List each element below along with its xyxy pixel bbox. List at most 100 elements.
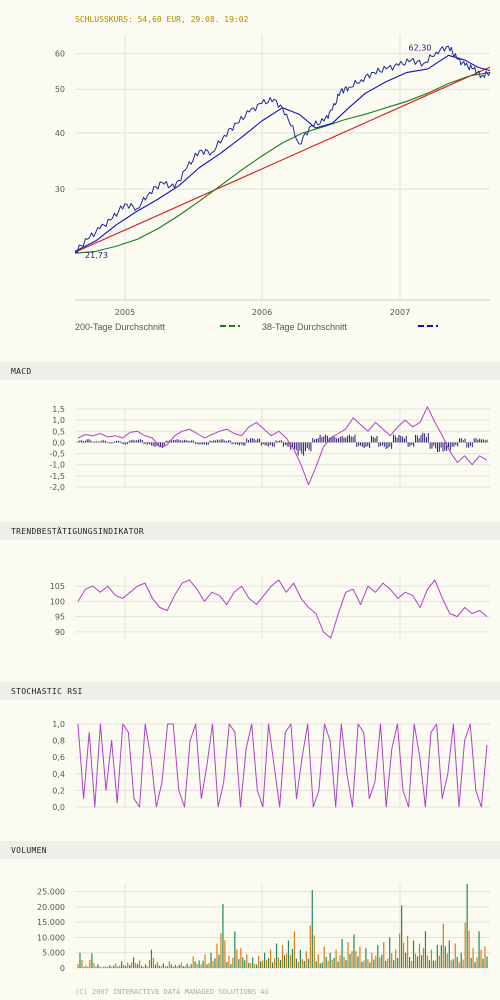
- trend-header-band: [0, 522, 500, 540]
- volume-bar: [454, 943, 456, 968]
- schlusskurs-label: SCHLUSSKURS: 54,60 EUR, 29.08. 19:02: [75, 15, 249, 24]
- volume-bar: [323, 946, 325, 968]
- volume-bar: [164, 966, 166, 968]
- volume-bar: [95, 966, 97, 968]
- macd-y-tick: -0,5: [49, 450, 65, 459]
- stoch-title: STOCHASTIC RSI: [11, 687, 83, 696]
- volume-bar: [115, 963, 117, 968]
- volume-bar: [204, 954, 206, 968]
- volume-bar: [244, 960, 246, 968]
- volume-bar: [240, 948, 242, 968]
- trend-y-tick: 100: [50, 597, 65, 606]
- volume-bar: [345, 960, 347, 968]
- volume-bar: [105, 967, 107, 968]
- volume-bar: [297, 961, 299, 968]
- volume-bar: [222, 903, 224, 968]
- volume-bar: [301, 959, 303, 968]
- volume-bar: [150, 949, 153, 968]
- volume-bar: [424, 931, 427, 968]
- volume-bar: [234, 931, 236, 968]
- volume-bar: [132, 957, 135, 968]
- volume-bar: [192, 956, 194, 968]
- volume-bar: [446, 953, 448, 968]
- volume-bar: [230, 964, 232, 968]
- volume-bar: [293, 931, 296, 968]
- volume-bar: [176, 966, 178, 968]
- volume-bar: [408, 957, 411, 968]
- volume-bar: [142, 966, 145, 968]
- volume-bar: [369, 962, 371, 968]
- volume-bar: [144, 964, 147, 968]
- volume-bar: [113, 965, 115, 968]
- volume-bar: [180, 962, 182, 968]
- volume-bar: [327, 960, 329, 968]
- volume-bar: [200, 964, 202, 968]
- volume-bar: [404, 952, 407, 968]
- volume-bar: [250, 963, 252, 968]
- price-series-trend: [74, 66, 491, 253]
- volume-bar: [418, 943, 421, 968]
- volume-bar: [397, 958, 399, 968]
- price-y-tick: 60: [55, 50, 65, 59]
- volume-bar: [228, 955, 230, 968]
- volume-bar: [188, 966, 190, 968]
- trend-y-tick: 105: [50, 582, 65, 591]
- volume-bar: [337, 961, 339, 968]
- volume-bar: [319, 963, 321, 968]
- volume-y-tick: 5.000: [42, 949, 65, 958]
- volume-bar: [478, 931, 480, 968]
- trend-chart: 105 100 95 90: [50, 577, 490, 639]
- volume-bar: [268, 958, 270, 968]
- volume-bar: [349, 953, 351, 968]
- volume-bar: [325, 956, 327, 968]
- volume-bar: [363, 960, 365, 968]
- price-y-tick: 40: [55, 129, 65, 138]
- volume-bar: [403, 942, 405, 968]
- volume-bar: [460, 952, 462, 968]
- trend-line: [77, 579, 488, 639]
- volume-bar: [410, 961, 413, 968]
- volume-bar: [367, 959, 369, 968]
- volume-bar: [87, 966, 89, 968]
- volume-bar: [291, 948, 294, 968]
- volume-bar: [442, 923, 444, 968]
- volume-bar: [335, 949, 337, 968]
- volume-bar: [464, 922, 466, 968]
- stoch-y-tick: 0,2: [52, 786, 65, 795]
- volume-bar: [140, 965, 143, 968]
- volume-bar: [321, 962, 323, 968]
- volume-bar: [148, 959, 151, 968]
- volume-bar: [170, 964, 172, 968]
- volume-bar: [287, 940, 290, 968]
- volume-bar: [269, 949, 272, 968]
- volume-bar: [248, 962, 250, 968]
- volume-bar: [210, 952, 212, 968]
- volume-bar: [146, 966, 149, 968]
- macd-y-tick: 0,5: [52, 427, 65, 436]
- volume-bar: [393, 960, 395, 968]
- volume-bar: [448, 940, 450, 968]
- volume-bar: [444, 946, 446, 968]
- volume-title: VOLUMEN: [11, 846, 47, 855]
- macd-line: [77, 406, 488, 486]
- volume-bar: [264, 952, 266, 968]
- price-x-tick: 2005: [115, 308, 135, 317]
- macd-y-tick: 1,5: [52, 405, 65, 414]
- volume-bar: [283, 955, 286, 968]
- volume-bar: [436, 945, 438, 968]
- volume-bar: [458, 962, 460, 968]
- volume-bar: [462, 959, 464, 968]
- volume-bar: [260, 961, 262, 968]
- volume-bar: [309, 925, 311, 968]
- trend-y-tick: 90: [55, 628, 65, 637]
- volume-bar: [357, 956, 359, 968]
- volume-bar: [208, 962, 210, 968]
- volume-bar: [258, 955, 260, 968]
- price-series-200-tage-durchschnitt: [74, 71, 491, 254]
- volume-bar: [472, 948, 474, 968]
- volume-bar: [347, 942, 349, 968]
- volume-bar: [333, 957, 335, 968]
- volume-bar: [254, 964, 256, 968]
- volume-bar: [154, 964, 157, 968]
